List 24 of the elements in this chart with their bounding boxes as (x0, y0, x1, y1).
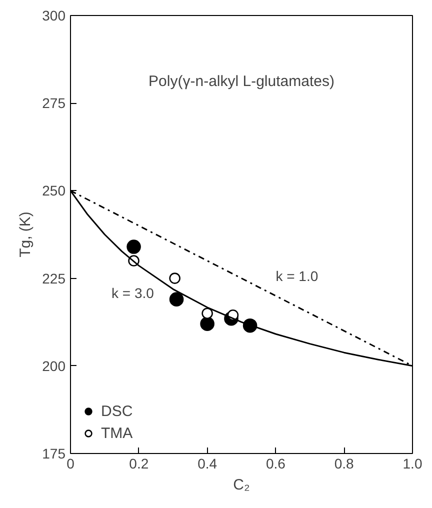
x-tick-label: 1.0 (402, 456, 422, 472)
y-tick-label: 300 (42, 8, 66, 24)
x-tick-label: 0 (66, 456, 75, 472)
y-tick-label: 250 (42, 182, 66, 199)
y-tick-label: 200 (42, 358, 66, 374)
legend-label: DSC (101, 402, 133, 420)
point (126, 240, 141, 254)
x-tick-label: 0.4 (198, 456, 218, 472)
x-tick-label: 0.6 (266, 456, 286, 472)
point (169, 292, 184, 306)
y-tick-label: 275 (42, 95, 66, 112)
point (169, 272, 180, 284)
point (200, 316, 214, 331)
y-axis-title: Tg, (K) (17, 212, 34, 258)
series-label: k = 1.0 (276, 268, 318, 284)
annotation: Poly(γ-n-alkyl L-glutamates) (148, 72, 334, 90)
legend-label: TMA (101, 424, 133, 442)
x-tick-label: 0.8 (334, 456, 354, 472)
x-axis-title: C₂ (233, 476, 250, 494)
series-label: k = 3.0 (112, 285, 154, 302)
x-tick-label: 0.2 (129, 456, 149, 472)
point (202, 308, 213, 319)
y-tick-label: 225 (42, 270, 66, 286)
y-tick-label: 175 (42, 446, 66, 462)
